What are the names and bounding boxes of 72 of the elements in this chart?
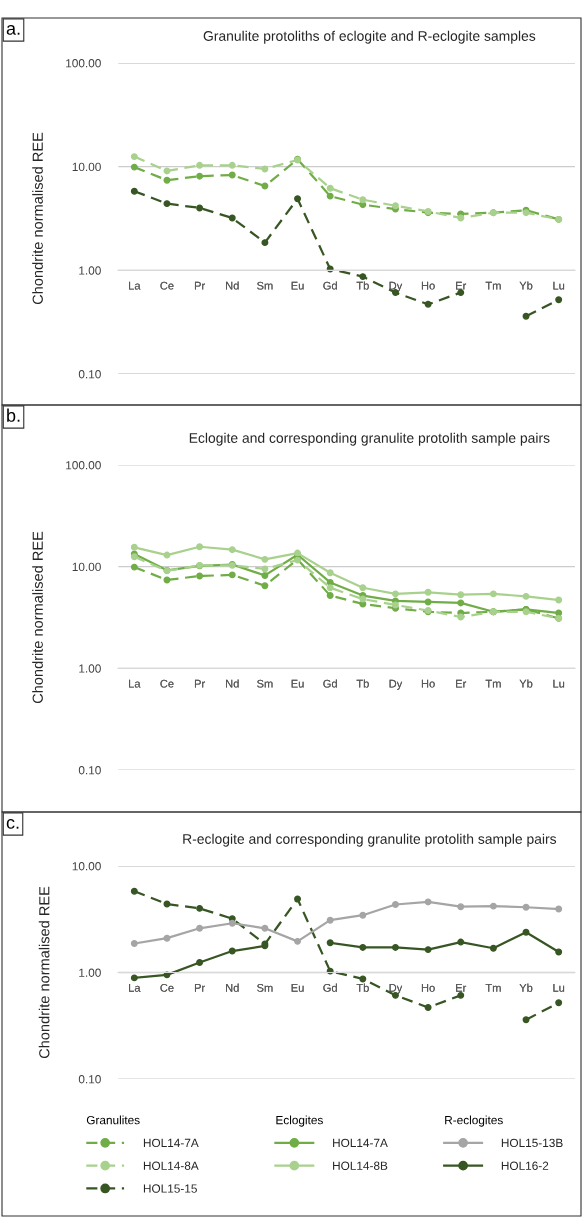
y-tick-label: 1.00	[79, 266, 101, 275]
chart-title: Eclogite and corresponding granulite protolith sample pairs	[189, 432, 550, 446]
x-tick-label: Dy	[389, 984, 403, 994]
y-axis-title: Chondrite normalised REE	[32, 531, 43, 704]
chart-title: Granulite protoliths of eclogite and R-eclogite samples	[203, 30, 536, 44]
y-tick-label: 10.00	[72, 562, 101, 572]
x-tick-label: Dy	[389, 679, 403, 690]
legend-title: R-eclogites	[445, 1115, 503, 1127]
legend-label: HOL14-7A	[333, 1138, 388, 1148]
x-tick-label: Sm	[257, 679, 273, 688]
x-tick-label: Nd	[226, 679, 239, 688]
y-tick-label: 100.00	[66, 59, 101, 68]
legend-label: HOL16-2	[501, 1161, 549, 1170]
x-tick-label: Tm	[485, 281, 501, 290]
chart-title: R-eclogite and corresponding granulite protolith sample pairs	[183, 833, 557, 847]
x-tick-label: Sm	[257, 281, 273, 290]
y-axis-title: Chondrite normalised REE	[32, 132, 43, 305]
x-tick-label: Sm	[257, 983, 273, 992]
x-tick-label: Tm	[485, 984, 501, 992]
x-tick-label: Yb	[519, 281, 533, 290]
x-tick-label: Ho	[421, 679, 435, 688]
y-tick-label: 100.00	[66, 461, 101, 470]
x-tick-label: Ce	[160, 983, 174, 992]
y-tick-label: 1.00	[79, 968, 101, 977]
x-tick-label: Er	[456, 281, 467, 290]
x-tick-label: Tb	[356, 281, 369, 290]
x-tick-label: Tb	[356, 679, 369, 688]
x-tick-label: Gd	[323, 281, 337, 290]
x-tick-label: Nd	[226, 281, 239, 290]
y-tick-label: 0.10	[78, 1075, 101, 1084]
x-tick-label: Eu	[291, 281, 304, 290]
x-tick-label: La	[129, 281, 141, 290]
text: b.	[7, 408, 20, 422]
x-tick-label: Pr	[194, 679, 205, 688]
y-tick-label: 10.00	[72, 862, 101, 871]
x-tick-label: Gd	[323, 679, 337, 688]
x-tick-label: Yb	[519, 679, 533, 688]
x-tick-label: Dy	[389, 281, 403, 292]
legend-label: HOL14-8A	[143, 1161, 199, 1170]
x-tick-label: Nd	[226, 983, 239, 992]
x-tick-label: Ho	[421, 281, 435, 290]
y-axis-title: Chondrite normalised REE	[38, 886, 50, 1059]
x-tick-label: La	[129, 984, 141, 992]
y-tick-label: 1.00	[79, 664, 101, 673]
x-tick-label: Er	[456, 679, 467, 688]
x-tick-label: Ce	[160, 679, 174, 688]
x-tick-label: Pr	[194, 984, 205, 992]
x-tick-label: Tb	[356, 983, 369, 992]
x-tick-label: La	[129, 679, 141, 688]
legend-title: Eclogites	[276, 1115, 323, 1127]
x-tick-label: Lu	[553, 281, 565, 290]
y-tick-label: 0.10	[78, 370, 101, 379]
y-tick-label: 10.00	[72, 162, 101, 172]
x-tick-label: Tm	[485, 679, 501, 688]
x-tick-label: Lu	[553, 679, 565, 688]
x-tick-label: Eu	[291, 679, 304, 688]
x-tick-label: Lu	[553, 984, 565, 992]
x-tick-label: Ho	[421, 984, 435, 992]
legend-title: Granulites	[86, 1115, 140, 1125]
x-tick-label: Pr	[194, 281, 205, 290]
text: c.	[6, 818, 19, 829]
legend-label: HOL14-7A	[143, 1138, 199, 1148]
text: a.	[6, 24, 20, 35]
x-tick-label: Eu	[291, 984, 304, 992]
x-tick-label: Yb	[519, 983, 533, 992]
x-tick-label: Gd	[323, 983, 337, 992]
legend-label: HOL15-13B	[501, 1138, 563, 1148]
legend-label: HOL15-15	[143, 1184, 197, 1193]
y-tick-label: 0.10	[78, 766, 101, 775]
x-tick-label: Er	[456, 984, 467, 992]
x-tick-label: Ce	[160, 281, 174, 290]
legend-label: HOL14-8B	[333, 1161, 388, 1170]
